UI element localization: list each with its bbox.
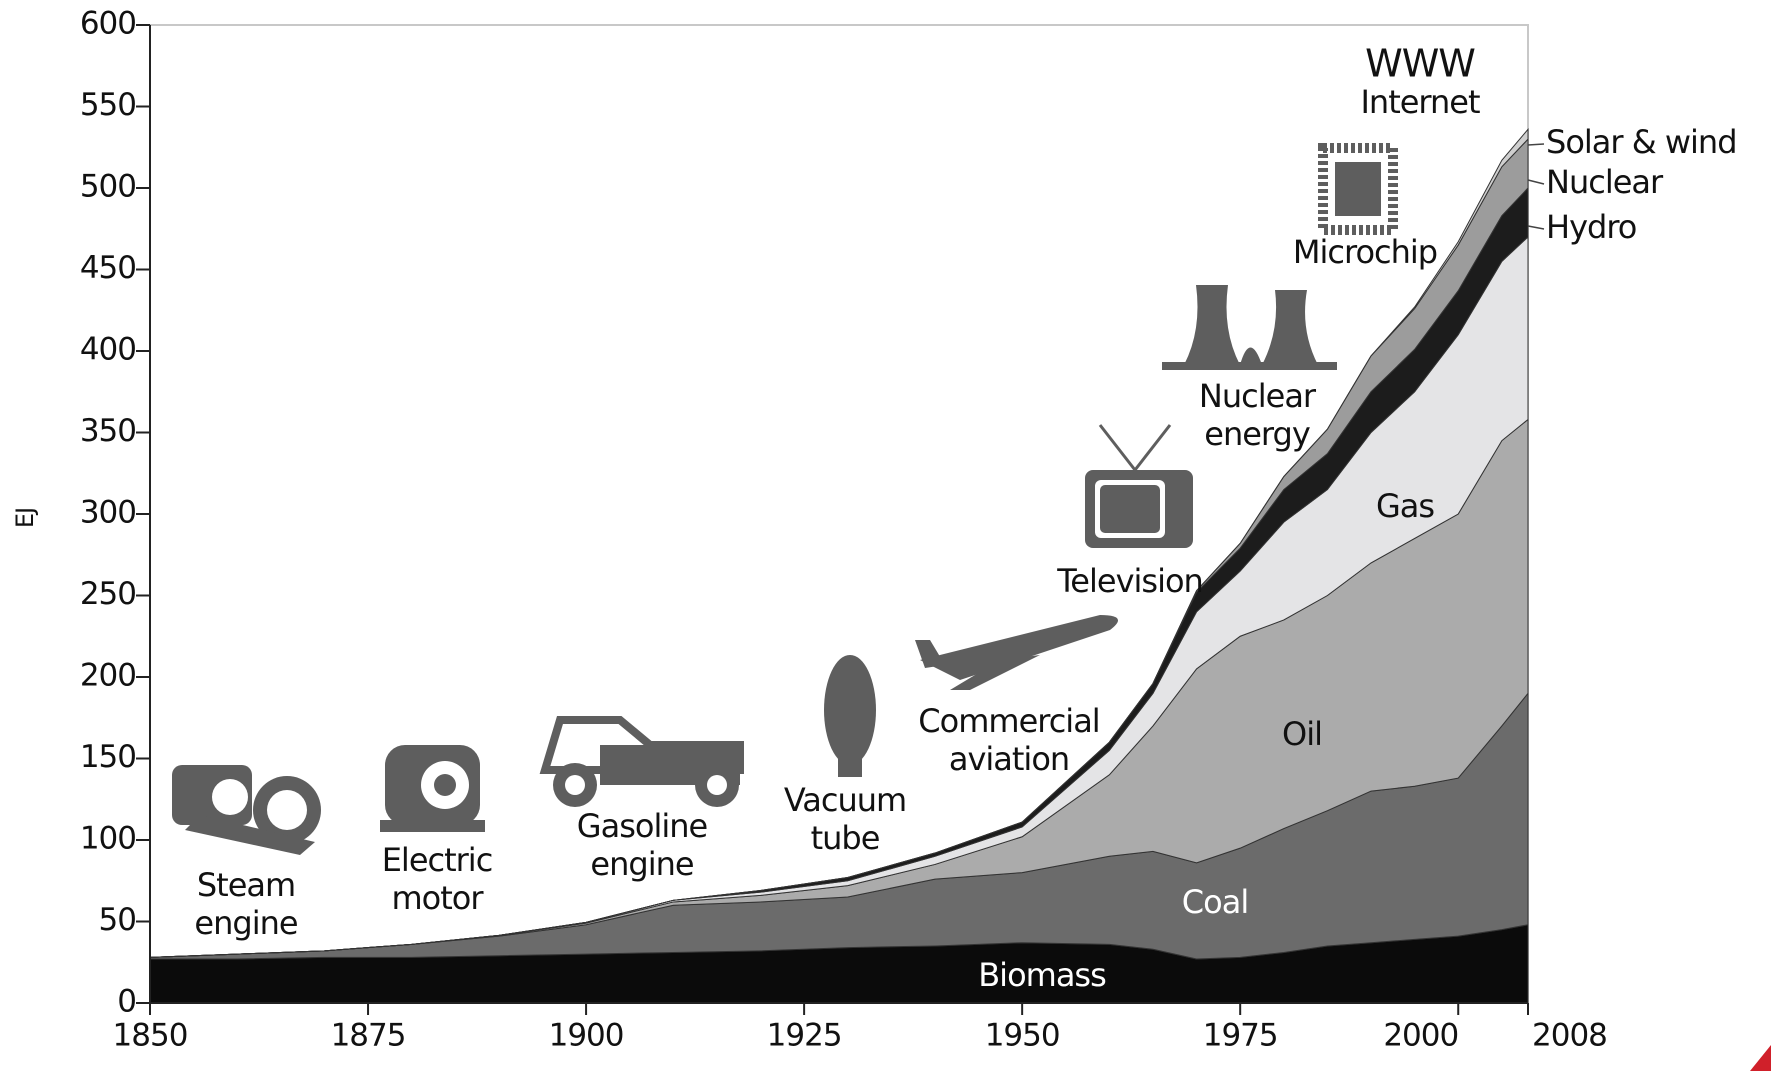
y-tick-label: 50	[99, 902, 136, 938]
annotation: Commercial	[918, 702, 1099, 740]
annotation: aviation	[949, 740, 1069, 778]
series-label: Oil	[1282, 715, 1322, 753]
areas	[149, 127, 1529, 1004]
x-tick-label: 1900	[549, 1018, 624, 1054]
microchip-icon	[1318, 143, 1398, 235]
axes: 0 50 100 150 200 250 300 350 400 450 500 550 600 1850…	[80, 6, 1608, 1054]
annotation: engine	[590, 845, 693, 883]
annotation: engine	[194, 904, 297, 942]
x-tick-label: 2008	[1532, 1018, 1607, 1054]
car-icon	[539, 716, 744, 807]
y-tick-label: 200	[80, 658, 136, 694]
annotation: Electric	[382, 841, 493, 879]
area	[149, 127, 1529, 958]
x-tick-label: 1925	[767, 1018, 842, 1054]
series-label: Nuclear	[1546, 163, 1664, 201]
electric-motor-icon	[380, 745, 485, 832]
annotation: motor	[391, 879, 484, 917]
annotation: Microchip	[1293, 233, 1437, 271]
annotation: energy	[1204, 415, 1310, 453]
leader-line	[1527, 225, 1545, 230]
annotation: Television	[1056, 562, 1203, 600]
y-tick-label: 250	[80, 576, 136, 612]
y-tick-label: 400	[80, 332, 136, 368]
series-label: Biomass	[978, 956, 1106, 994]
x-tick-label: 1950	[985, 1018, 1060, 1054]
x-tick-label: 1850	[113, 1018, 188, 1054]
steam-engine-icon	[172, 765, 321, 855]
icons	[172, 143, 1398, 855]
y-tick-label: 450	[80, 250, 136, 286]
annotation: tube	[811, 819, 880, 857]
annotation: Gasoline	[577, 807, 707, 845]
x-tick-label: 1975	[1203, 1018, 1278, 1054]
y-tick-label: 500	[80, 169, 136, 205]
y-tick-label: 300	[80, 495, 136, 531]
airplane-icon	[915, 615, 1118, 690]
y-tick-label: 350	[80, 413, 136, 449]
leader-line	[1527, 143, 1545, 146]
series-label: Solar & wind	[1546, 123, 1737, 161]
vacuum-tube-icon	[824, 655, 876, 777]
y-tick-label: 0	[117, 984, 136, 1020]
y-tick-label: 600	[80, 6, 136, 42]
annotation: Internet	[1360, 83, 1480, 121]
nuclear-plant-icon	[1162, 285, 1337, 370]
y-tick-label: 100	[80, 821, 136, 857]
annotation: Vacuum	[784, 781, 906, 819]
annotation: Nuclear	[1199, 377, 1317, 415]
corner-mark	[1750, 1045, 1771, 1071]
x-tick-label: 2000	[1383, 1018, 1458, 1054]
y-tick-label: 550	[80, 87, 136, 123]
series-label: Gas	[1376, 487, 1434, 525]
series-label: Hydro	[1546, 208, 1636, 246]
annotation: WWW	[1365, 42, 1475, 86]
y-axis-label: EJ	[11, 508, 39, 528]
television-icon	[1085, 424, 1193, 548]
y-tick-label: 150	[80, 739, 136, 775]
leader-line	[1527, 179, 1545, 185]
annotation: Steam	[197, 866, 295, 904]
x-tick-label: 1875	[331, 1018, 406, 1054]
series-label: Coal	[1182, 883, 1248, 921]
